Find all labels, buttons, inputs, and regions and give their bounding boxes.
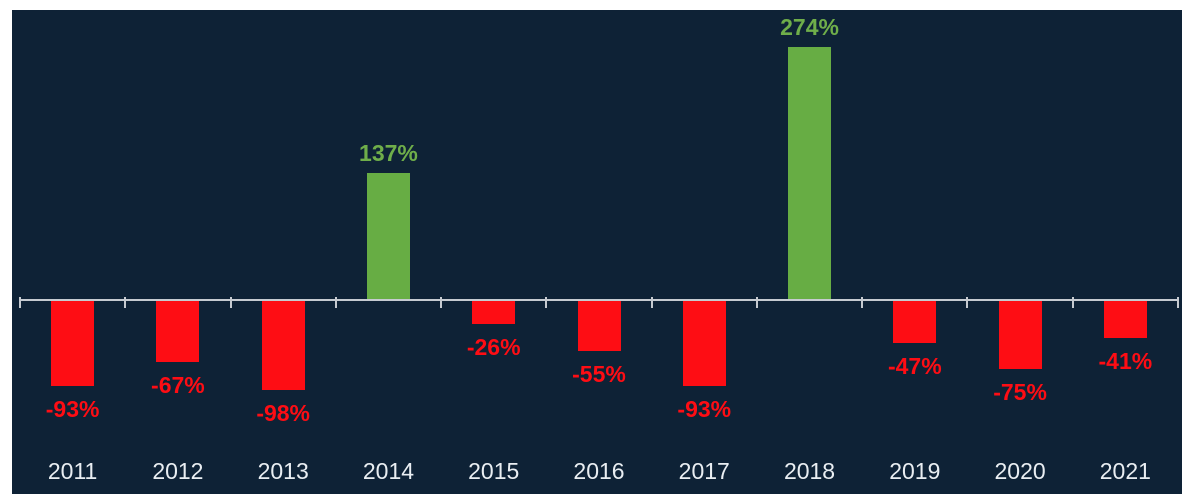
value-labels-layer: -93% -67% -98% 137% -26% -55% -93% 274% -47% -75%… [12,10,1182,494]
value-label-2016: -55% [572,360,626,387]
x-axis-tick-label-2015: 2015 [468,458,520,484]
x-axis-tick-label-2018: 2018 [783,458,836,484]
bar-2013 [261,300,305,391]
bar-2019 [893,300,937,344]
axis-tick [861,297,864,308]
bar-2014 [366,173,410,300]
axis-tick [229,297,232,308]
x-axis-tick-label-2020: 2020 [994,458,1046,484]
bar-2021 [1103,300,1147,338]
axis-tick [334,297,337,308]
bar-2020 [998,300,1042,370]
value-label-2019: -47% [887,353,942,380]
value-label-2017: -93% [677,395,732,422]
value-label-2020: -75% [993,379,1047,406]
bar-2012 [156,300,200,362]
value-label-2018: 274% [780,13,839,40]
bars-layer [12,10,1182,494]
bar-2018 [788,46,832,300]
value-label-2021: -41% [1098,347,1153,374]
x-axis-tick-label-2017: 2017 [678,458,730,484]
bar-2017 [682,300,726,386]
value-label-2012: -67% [151,371,205,398]
x-axis-tick-label-2011: 2011 [47,458,98,484]
x-axis-tick-label-2021: 2021 [1099,458,1151,484]
axis-tick [440,297,443,308]
x-axis-tick-label-2014: 2014 [362,458,415,484]
x-axis-tick-label-2016: 2016 [573,458,625,484]
value-label-2011: -93% [45,395,100,422]
axis-tick [545,297,548,308]
x-axis-tick-label-2019: 2019 [889,458,941,484]
axis-tick [1071,297,1074,308]
axis-tick [124,297,127,308]
axis-ticks-layer [12,10,1182,494]
axis-tick [19,297,21,308]
x-axis-tick-label-2012: 2012 [152,458,204,484]
chart-panel: -93% -67% -98% 137% -26% -55% -93% 274% -47% -75%… [12,10,1182,494]
x-axis-tick-label-2013: 2013 [257,458,309,484]
axis-tick [650,297,653,308]
bar-2015 [472,300,516,324]
axis-tick [966,297,969,308]
value-label-2013: -98% [256,400,311,427]
x-axis-line [20,299,1178,301]
bar-2011 [51,300,95,386]
value-label-2014: 137% [359,140,418,167]
bar-2016 [577,300,621,351]
x-axis-labels-layer: 2011 2012 2013 2014 2015 2016 2017 2018 2019 2020… [12,10,1182,494]
value-label-2015: -26% [466,334,521,360]
axis-tick [755,297,758,308]
axis-tick [1177,297,1179,308]
